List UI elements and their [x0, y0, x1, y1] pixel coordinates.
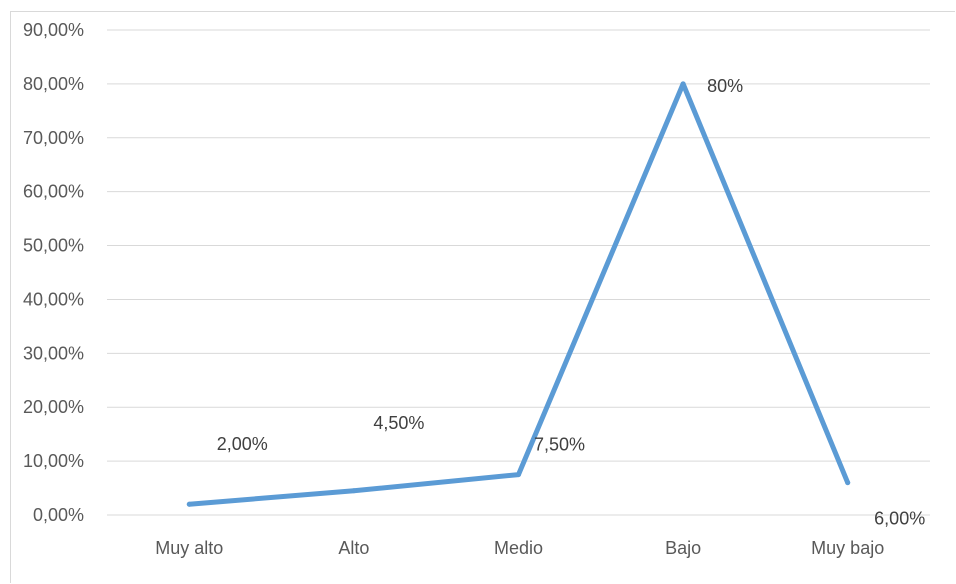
data-label: 2,00%: [217, 434, 268, 454]
x-tick-label: Medio: [494, 538, 543, 558]
y-tick-label: 10,00%: [23, 451, 84, 471]
x-tick-label: Muy alto: [155, 538, 223, 558]
y-tick-label: 90,00%: [23, 20, 84, 40]
x-axis-ticks: Muy alto Alto Medio Bajo Muy bajo: [155, 538, 884, 558]
chart-frame: [10, 11, 955, 583]
data-point: [516, 472, 521, 478]
y-tick-label: 60,00%: [23, 182, 84, 202]
x-tick-label: Bajo: [665, 538, 701, 558]
y-tick-label: 20,00%: [23, 397, 84, 417]
y-tick-label: 50,00%: [23, 236, 84, 256]
y-axis-ticks: 0,00% 10,00% 20,00% 30,00% 40,00% 50,00% 60,00…: [23, 20, 84, 525]
data-label: 6,00%: [874, 509, 925, 529]
y-tick-label: 0,00%: [33, 505, 84, 525]
series-layer: [186, 81, 851, 507]
data-label: 7,50%: [534, 435, 585, 455]
data-point: [845, 480, 851, 486]
data-point: [680, 81, 686, 87]
data-label: 80%: [707, 76, 743, 96]
data-point: [351, 488, 357, 494]
y-tick-label: 40,00%: [23, 289, 84, 309]
x-tick-label: Alto: [338, 538, 369, 558]
x-tick-label: Muy bajo: [811, 538, 884, 558]
data-label: 4,50%: [373, 413, 424, 433]
series-line: [186, 81, 851, 507]
data-point: [186, 501, 192, 507]
data-labels: 2,00% 4,50% 7,50% 80% 6,00%: [217, 76, 925, 529]
y-tick-label: 80,00%: [23, 74, 84, 94]
y-tick-label: 70,00%: [23, 128, 84, 148]
y-tick-label: 30,00%: [23, 343, 84, 363]
